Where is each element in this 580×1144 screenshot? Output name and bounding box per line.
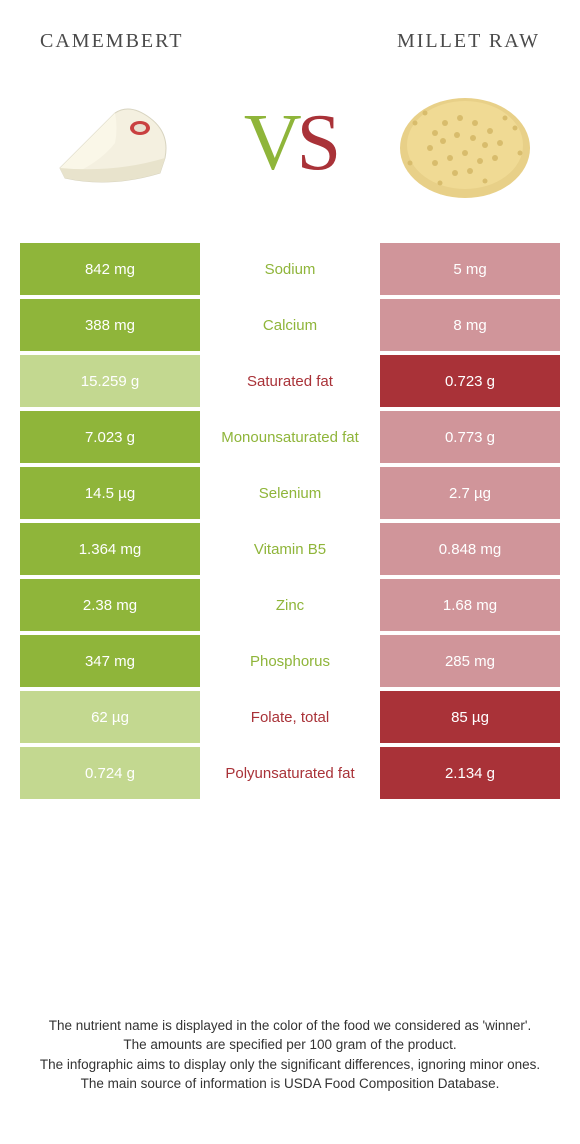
left-value-cell: 2.38 mg bbox=[20, 579, 200, 631]
cheese-icon bbox=[40, 83, 190, 203]
footer-line: The nutrient name is displayed in the co… bbox=[30, 1016, 550, 1036]
right-value-cell: 1.68 mg bbox=[380, 579, 560, 631]
nutrient-label: Vitamin B5 bbox=[200, 523, 380, 575]
right-value-cell: 0.723 g bbox=[380, 355, 560, 407]
right-value-cell: 8 mg bbox=[380, 299, 560, 351]
nutrient-label: Zinc bbox=[200, 579, 380, 631]
right-food-title: Millet raw bbox=[397, 30, 540, 53]
nutrient-label: Sodium bbox=[200, 243, 380, 295]
nutrient-label: Saturated fat bbox=[200, 355, 380, 407]
left-value-cell: 1.364 mg bbox=[20, 523, 200, 575]
millet-icon bbox=[385, 73, 545, 213]
hero-row: VS bbox=[0, 63, 580, 243]
vs-v: V bbox=[244, 99, 297, 187]
left-value-cell: 388 mg bbox=[20, 299, 200, 351]
nutrient-label: Polyunsaturated fat bbox=[200, 747, 380, 799]
table-row: 347 mgPhosphorus285 mg bbox=[20, 635, 560, 687]
right-value-cell: 5 mg bbox=[380, 243, 560, 295]
left-value-cell: 15.259 g bbox=[20, 355, 200, 407]
left-food-image bbox=[30, 68, 200, 218]
table-row: 0.724 gPolyunsaturated fat2.134 g bbox=[20, 747, 560, 799]
left-value-cell: 7.023 g bbox=[20, 411, 200, 463]
table-row: 7.023 gMonounsaturated fat0.773 g bbox=[20, 411, 560, 463]
vs-s: S bbox=[297, 99, 337, 187]
footer-line: The infographic aims to display only the… bbox=[30, 1055, 550, 1075]
table-row: 2.38 mgZinc1.68 mg bbox=[20, 579, 560, 631]
right-value-cell: 85 µg bbox=[380, 691, 560, 743]
left-value-cell: 14.5 µg bbox=[20, 467, 200, 519]
nutrient-label: Folate, total bbox=[200, 691, 380, 743]
left-value-cell: 62 µg bbox=[20, 691, 200, 743]
table-row: 388 mgCalcium8 mg bbox=[20, 299, 560, 351]
footer-notes: The nutrient name is displayed in the co… bbox=[0, 1016, 580, 1094]
table-row: 842 mgSodium5 mg bbox=[20, 243, 560, 295]
nutrient-table: 842 mgSodium5 mg388 mgCalcium8 mg15.259 … bbox=[20, 243, 560, 799]
right-food-image bbox=[380, 68, 550, 218]
table-row: 62 µgFolate, total85 µg bbox=[20, 691, 560, 743]
nutrient-label: Phosphorus bbox=[200, 635, 380, 687]
left-food-title: Camembert bbox=[40, 30, 183, 53]
vs-label: VS bbox=[244, 98, 336, 189]
header: Camembert Millet raw bbox=[0, 0, 580, 63]
table-row: 1.364 mgVitamin B50.848 mg bbox=[20, 523, 560, 575]
right-value-cell: 2.7 µg bbox=[380, 467, 560, 519]
table-row: 14.5 µgSelenium2.7 µg bbox=[20, 467, 560, 519]
nutrient-label: Monounsaturated fat bbox=[200, 411, 380, 463]
right-value-cell: 2.134 g bbox=[380, 747, 560, 799]
nutrient-label: Selenium bbox=[200, 467, 380, 519]
left-value-cell: 347 mg bbox=[20, 635, 200, 687]
right-value-cell: 0.848 mg bbox=[380, 523, 560, 575]
left-value-cell: 0.724 g bbox=[20, 747, 200, 799]
left-value-cell: 842 mg bbox=[20, 243, 200, 295]
right-value-cell: 285 mg bbox=[380, 635, 560, 687]
nutrient-label: Calcium bbox=[200, 299, 380, 351]
footer-line: The main source of information is USDA F… bbox=[30, 1074, 550, 1094]
table-row: 15.259 gSaturated fat0.723 g bbox=[20, 355, 560, 407]
right-value-cell: 0.773 g bbox=[380, 411, 560, 463]
footer-line: The amounts are specified per 100 gram o… bbox=[30, 1035, 550, 1055]
